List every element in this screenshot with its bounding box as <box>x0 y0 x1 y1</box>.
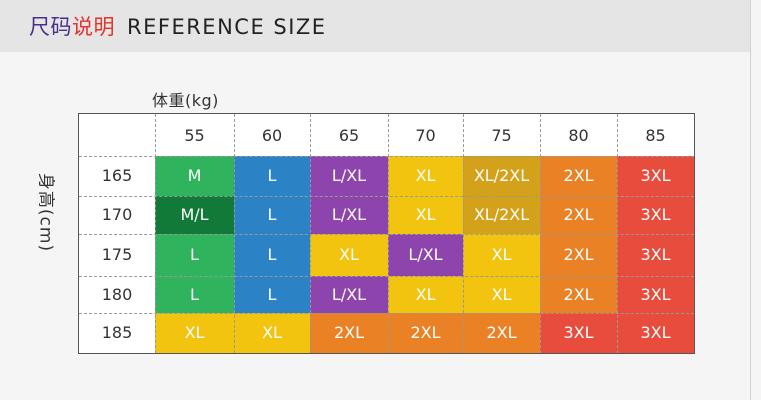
size-cell: XL <box>388 276 463 313</box>
size-cell: L <box>234 234 310 276</box>
size-cell: XL <box>388 156 463 196</box>
height-axis-label: 身高(cm) <box>35 172 56 253</box>
height-axis-label-wrap: 身高(cm) <box>28 152 68 252</box>
size-cell: L <box>155 234 234 276</box>
size-cell: XL <box>388 196 463 234</box>
size-cell: 2XL <box>310 313 388 353</box>
size-cell: 2XL <box>540 156 617 196</box>
size-cell: XL <box>310 234 388 276</box>
size-cell: L/XL <box>310 276 388 313</box>
size-cell: 2XL <box>540 196 617 234</box>
size-cell: XL <box>463 234 540 276</box>
height-row-label: 180 <box>101 284 133 304</box>
height-row-label: 185 <box>101 323 133 342</box>
size-cell: XL <box>155 313 234 353</box>
size-cell: 2XL <box>463 313 540 353</box>
size-cell: XL/2XL <box>463 156 540 196</box>
title-cn-part2: 说明 <box>72 15 115 39</box>
size-cell: L <box>234 196 310 234</box>
grid-line-horizontal <box>79 276 694 277</box>
grid-line-horizontal <box>79 234 694 235</box>
size-cell: 2XL <box>540 234 617 276</box>
size-cell: L <box>234 276 310 313</box>
size-cell: 3XL <box>617 156 694 196</box>
size-cell: 3XL <box>617 313 694 353</box>
weight-header-cell: 60 <box>261 126 283 145</box>
grid-line-vertical <box>155 114 156 353</box>
size-cell: 3XL <box>617 276 694 313</box>
size-cell: M/L <box>155 196 234 234</box>
title-bar: 尺码说明 REFERENCE SIZE <box>0 0 750 52</box>
grid-line-vertical <box>234 114 235 353</box>
grid-line-vertical <box>388 114 389 353</box>
size-cell: L <box>155 276 234 313</box>
size-cell: 3XL <box>617 234 694 276</box>
grid-line-horizontal <box>79 313 694 314</box>
weight-header-cell: 65 <box>338 126 360 145</box>
size-cell: XL/2XL <box>463 196 540 234</box>
grid-line-vertical <box>540 114 541 353</box>
size-cell: XL <box>463 276 540 313</box>
weight-header-cell: 75 <box>491 126 512 145</box>
size-cell: 3XL <box>617 196 694 234</box>
size-cell: L/XL <box>310 156 388 196</box>
page-title: 尺码说明 REFERENCE SIZE <box>29 11 327 41</box>
size-cell: M <box>155 156 234 196</box>
height-row-label: 170 <box>101 205 133 224</box>
weight-header-cell: 70 <box>415 126 436 145</box>
size-cell: L/XL <box>310 196 388 234</box>
title-en: REFERENCE SIZE <box>127 15 327 39</box>
size-cell: 2XL <box>388 313 463 353</box>
weight-header-cell: 85 <box>645 126 666 145</box>
grid-line-vertical <box>310 114 311 353</box>
height-row-label: 165 <box>101 166 133 185</box>
title-cn-part1: 尺码 <box>29 15 72 39</box>
height-row-label: 175 <box>101 245 133 264</box>
grid-line-vertical <box>463 114 464 353</box>
size-cell: L <box>234 156 310 196</box>
weight-header-cell: 80 <box>568 126 589 145</box>
right-border <box>750 0 751 400</box>
size-cell: L/XL <box>388 234 463 276</box>
weight-axis-label: 体重(kg) <box>152 91 219 110</box>
size-cell: 3XL <box>540 313 617 353</box>
grid-line-horizontal <box>79 156 694 157</box>
size-cell: XL <box>234 313 310 353</box>
weight-header-cell: 55 <box>184 126 205 145</box>
grid-line-vertical <box>617 114 618 353</box>
size-table: 55 60 65 70 75 80 85 165 170 175 180 185 M L L/XL XL XL/… <box>78 113 695 354</box>
size-cell: 2XL <box>540 276 617 313</box>
grid-line-horizontal <box>79 196 694 197</box>
